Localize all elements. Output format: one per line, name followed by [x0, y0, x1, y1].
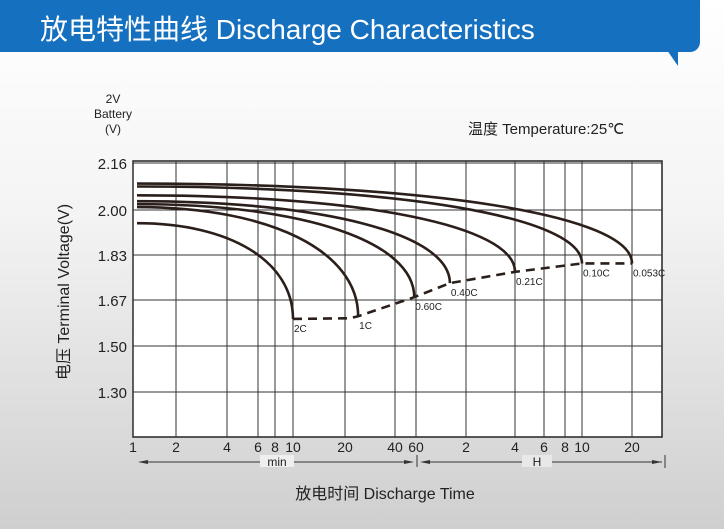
x-tick-label: 6: [254, 439, 262, 455]
x-tick-label: 2: [462, 439, 470, 455]
x-tick-label: 8: [271, 439, 279, 455]
hour-unit-label: H: [533, 455, 542, 469]
series-label: 0.40C: [451, 288, 478, 299]
y-tick-label: 1.83: [98, 248, 127, 265]
title-banner: 放电特性曲线 Discharge Characteristics: [0, 0, 700, 52]
x-tick-label: 60: [408, 439, 424, 455]
hour-label-bg: [522, 455, 552, 467]
y-tick-label: 2.00: [98, 203, 127, 220]
series-curve-0.053C: [136, 182, 634, 264]
series-curve-0.21C: [136, 194, 517, 272]
banner-tail: [660, 40, 678, 66]
series-label: 2C: [294, 324, 307, 335]
page-title: 放电特性曲线 Discharge Characteristics: [40, 14, 535, 45]
arrow-right-icon: [404, 460, 414, 464]
unit-line: 2V: [105, 92, 121, 106]
unit-line: Battery: [93, 107, 132, 121]
unit-line: (V): [105, 122, 121, 136]
x-tick-label: 1: [129, 439, 137, 455]
y-tick-label: 1.67: [98, 293, 127, 310]
x-tick-label: 2: [172, 439, 180, 455]
x-tick-label: 6: [540, 439, 548, 455]
series-curve-2C: [136, 221, 295, 319]
x-tick-label: 40: [387, 439, 403, 455]
x-tick-label: 20: [337, 439, 353, 455]
x-tick-label: 4: [223, 439, 231, 455]
x-tick-label: 10: [285, 439, 301, 455]
x-tick-label: 8: [561, 439, 569, 455]
x-tick-label: 10: [574, 439, 590, 455]
series-curve-0.10C: [136, 185, 584, 264]
arrow-left-icon: [138, 460, 148, 464]
series-label: 0.10C: [583, 268, 610, 279]
series-label: 0.053C: [633, 268, 665, 279]
min-unit-label: min: [267, 455, 286, 469]
temperature-label: 温度 Temperature:25℃: [468, 121, 625, 138]
arrow-right-icon: [652, 460, 662, 464]
y-tick-label: 1.50: [98, 339, 127, 356]
series-curve-1C: [136, 205, 360, 317]
arrow-left-icon: [420, 460, 430, 464]
series-label: 0.60C: [415, 302, 442, 313]
y-tick-label: 2.16: [98, 156, 127, 173]
y-tick-label: 1.30: [98, 385, 127, 402]
series-label: 0.21C: [516, 277, 543, 288]
min-label-bg: [260, 455, 294, 467]
series-curve-0.40C: [136, 199, 452, 284]
x-axis-label: 放电时间 Discharge Time: [295, 486, 475, 503]
unit-label: 2V Battery (V): [88, 92, 138, 137]
series-curve-0.60C: [136, 202, 416, 298]
end-voltage-dashed-line: [292, 262, 632, 321]
x-tick-label: 20: [624, 439, 640, 455]
x-tick-label: 4: [511, 439, 519, 455]
series-label: 1C: [359, 321, 372, 332]
